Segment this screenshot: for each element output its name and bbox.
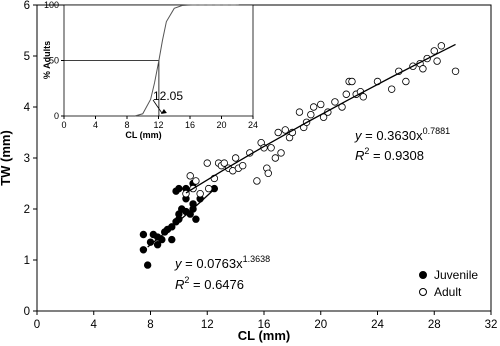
- inset-y-tick-label: 100: [44, 0, 59, 10]
- x-tick-label: 24: [371, 319, 384, 331]
- y-tick-label: 5: [24, 51, 30, 63]
- x-tick-label: 16: [258, 319, 271, 331]
- legend-label: Adult: [434, 285, 462, 299]
- data-point: [309, 103, 318, 111]
- data-point: [433, 57, 441, 65]
- equation-text: = 0.3630x: [362, 128, 424, 143]
- y-tick-label: 3: [24, 153, 30, 165]
- data-point: [204, 184, 213, 193]
- data-point: [331, 98, 339, 106]
- data-point: [307, 110, 315, 119]
- x-tick-label: 8: [147, 319, 153, 331]
- x-tick-label: 4: [91, 319, 98, 331]
- equation-text: = 0.0763x: [182, 256, 244, 271]
- inset-y-label: % Adults: [42, 41, 52, 79]
- y-tick-label: 4: [24, 102, 31, 114]
- data-point: [348, 77, 356, 86]
- r2-var: R: [175, 277, 184, 292]
- data-point: [295, 108, 304, 116]
- y-tick-label: 6: [24, 0, 30, 12]
- data-point: [317, 100, 325, 109]
- data-point: [175, 215, 183, 223]
- x-axis-label: CL (mm): [238, 328, 290, 343]
- r2-exp: 2: [184, 275, 189, 285]
- data-point: [139, 246, 148, 254]
- data-point: [253, 177, 261, 185]
- data-point: [192, 177, 200, 185]
- data-point: [451, 67, 460, 75]
- x-tick-label: 12: [201, 319, 214, 331]
- data-point: [271, 154, 280, 162]
- inset-x-tick-label: 4: [93, 120, 98, 130]
- fit-line: [147, 188, 215, 248]
- legend-marker: [419, 288, 427, 296]
- data-point: [419, 65, 427, 73]
- data-point: [158, 235, 166, 244]
- x-tick-label: 28: [428, 319, 441, 331]
- inset-x-tick-label: 0: [61, 120, 66, 130]
- annotation-arrow: [152, 99, 163, 114]
- equation-var: y: [354, 128, 363, 143]
- fit-r2: R2 = 0.6476: [175, 275, 244, 292]
- logistic-curve: [134, 4, 238, 117]
- data-point: [143, 261, 152, 269]
- inset-x-tick-label: 16: [185, 120, 195, 130]
- data-point: [192, 215, 200, 223]
- fit-line: [185, 43, 456, 194]
- r2-text: = 0.9308: [369, 148, 424, 163]
- data-point: [402, 77, 410, 86]
- data-point: [153, 240, 162, 249]
- data-point: [281, 126, 289, 134]
- threshold-annotation: 12.05: [153, 89, 183, 103]
- legend-marker: [419, 271, 427, 279]
- inset-x-tick-label: 12: [153, 120, 163, 130]
- data-point: [231, 154, 240, 162]
- data-point: [387, 85, 396, 93]
- inset-y-tick-label: 50: [49, 56, 59, 66]
- fit-r2: R2 = 0.9308: [355, 146, 424, 163]
- inset-x-tick-label: 24: [248, 120, 258, 130]
- arrow-head: [160, 109, 167, 114]
- inset-x-label: CL (mm): [125, 130, 161, 140]
- data-point: [220, 159, 228, 167]
- x-tick-label: 32: [485, 319, 498, 331]
- x-tick-label: 0: [34, 319, 40, 331]
- data-point: [430, 47, 438, 55]
- r2-text: = 0.6476: [189, 277, 244, 292]
- r2-exp: 2: [364, 146, 369, 156]
- data-point: [277, 149, 285, 157]
- data-point: [172, 187, 180, 195]
- equation-exponent: 0.7881: [423, 126, 451, 136]
- x-tick-label: 20: [314, 319, 327, 331]
- equation-exponent: 1.3638: [243, 254, 271, 264]
- fit-equation: y = 0.3630x0.7881: [354, 126, 450, 143]
- y-tick-label: 1: [24, 255, 30, 267]
- data-point: [168, 235, 176, 244]
- inset-x-tick-label: 8: [124, 120, 129, 130]
- data-point: [437, 42, 446, 50]
- data-point: [239, 161, 247, 170]
- data-point: [274, 128, 282, 137]
- y-tick-label: 2: [24, 204, 30, 216]
- data-point: [359, 93, 368, 101]
- data-point: [186, 172, 194, 180]
- data-point: [267, 144, 275, 152]
- y-axis-label: TW (mm): [0, 130, 13, 186]
- legend-label: Juvenile: [434, 268, 478, 282]
- data-point: [189, 200, 197, 208]
- data-point: [203, 159, 211, 167]
- data-point: [139, 230, 148, 239]
- data-point: [196, 189, 204, 198]
- r2-var: R: [355, 148, 364, 163]
- data-point: [342, 90, 350, 98]
- data-point: [264, 169, 272, 177]
- fit-equation: y = 0.0763x1.3638: [174, 254, 270, 271]
- y-tick-label: 0: [24, 306, 30, 318]
- inset-x-tick-label: 20: [216, 120, 226, 130]
- equation-var: y: [174, 256, 183, 271]
- inset-y-tick-label: 0: [54, 111, 59, 121]
